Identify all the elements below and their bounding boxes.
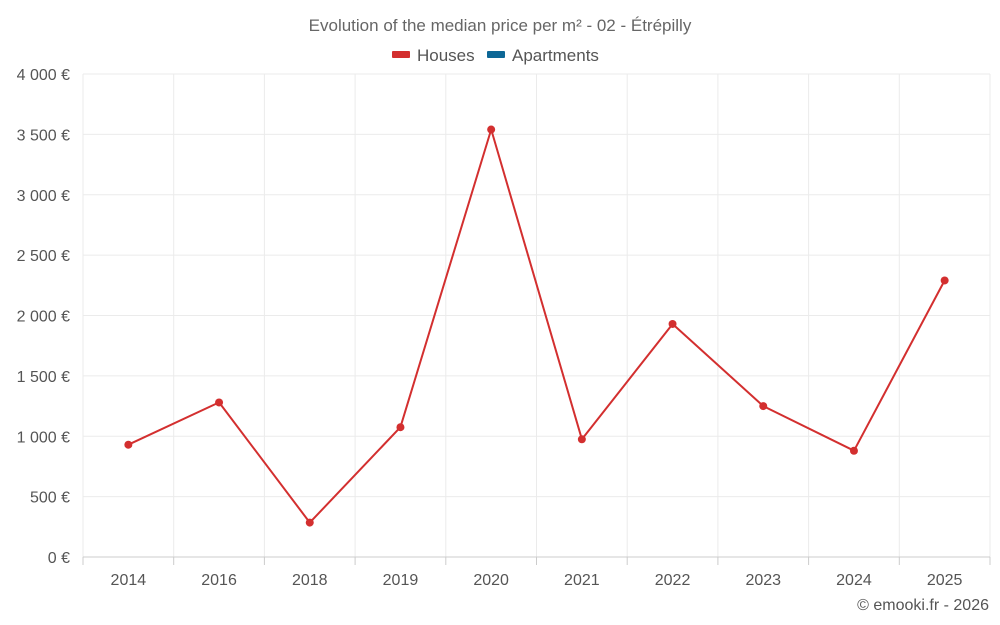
x-tick-label: 2021 bbox=[564, 572, 600, 589]
legend-label-apartments: Apartments bbox=[512, 46, 599, 65]
series-line-houses bbox=[127, 128, 946, 524]
legend-item-houses[interactable]: Houses bbox=[392, 46, 475, 65]
data-point[interactable] bbox=[759, 402, 768, 411]
axes bbox=[82, 556, 991, 565]
y-tick-label: 1 000 € bbox=[17, 429, 70, 446]
y-tick-label: 2 000 € bbox=[17, 309, 70, 326]
legend-swatch-houses bbox=[392, 51, 410, 58]
x-tick-label: 2018 bbox=[292, 572, 328, 589]
data-point[interactable] bbox=[124, 440, 133, 449]
y-tick-label: 500 € bbox=[30, 490, 70, 507]
legend-swatch-apartments bbox=[487, 51, 505, 58]
data-point[interactable] bbox=[940, 276, 949, 285]
data-point[interactable] bbox=[396, 423, 405, 432]
x-tick-label: 2022 bbox=[655, 572, 691, 589]
x-tick-label: 2025 bbox=[927, 572, 963, 589]
legend-item-apartments[interactable]: Apartments bbox=[487, 46, 599, 65]
y-tick-label: 3 000 € bbox=[17, 188, 70, 205]
x-tick-label: 2020 bbox=[473, 572, 509, 589]
data-point[interactable] bbox=[849, 446, 858, 455]
x-axis-ticks: 2014 2016 2018 2019 2020 2021 2022 2023 2024 2025 bbox=[111, 572, 963, 589]
y-tick-label: 0 € bbox=[48, 550, 70, 567]
y-tick-label: 2 500 € bbox=[17, 248, 70, 265]
data-point[interactable] bbox=[487, 125, 496, 134]
x-tick-label: 2014 bbox=[111, 572, 147, 589]
x-tick-label: 2024 bbox=[836, 572, 872, 589]
y-tick-label: 3 500 € bbox=[17, 127, 70, 144]
legend-label-houses: Houses bbox=[417, 46, 475, 65]
grid bbox=[82, 73, 991, 557]
y-tick-label: 4 000 € bbox=[17, 67, 70, 84]
credit-text: © emooki.fr - 2026 bbox=[857, 597, 989, 614]
x-tick-label: 2019 bbox=[383, 572, 419, 589]
data-point[interactable] bbox=[577, 435, 586, 444]
series-houses bbox=[124, 125, 949, 527]
x-tick-label: 2016 bbox=[201, 572, 237, 589]
legend: Houses Apartments bbox=[392, 46, 599, 65]
chart-title: Evolution of the median price per m² - 0… bbox=[309, 16, 692, 35]
data-point[interactable] bbox=[305, 518, 314, 527]
data-point[interactable] bbox=[215, 398, 224, 407]
x-tick-label: 2023 bbox=[745, 572, 781, 589]
y-tick-label: 1 500 € bbox=[17, 369, 70, 386]
y-axis-ticks: 0 € 500 € 1 000 € 1 500 € 2 000 € 2 500 € 3 00… bbox=[17, 67, 70, 567]
data-point[interactable] bbox=[668, 319, 677, 328]
